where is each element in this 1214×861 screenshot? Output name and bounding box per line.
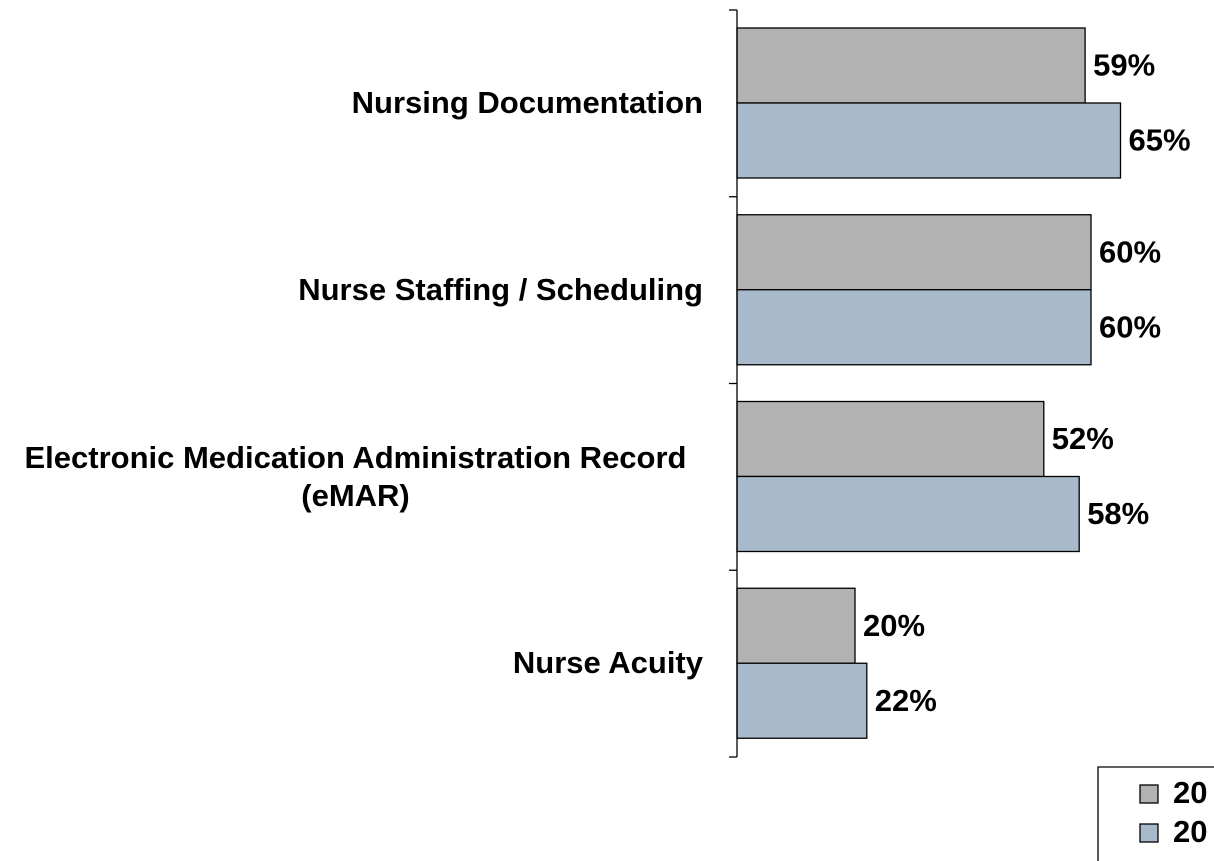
bar — [736, 400, 1045, 478]
bar — [736, 587, 856, 664]
category-label: Nurse Staffing / Scheduling — [298, 271, 703, 307]
value-label: 20% — [863, 608, 925, 643]
category-label: Nurse Acuity — [512, 645, 703, 681]
bar — [736, 662, 868, 739]
legend-swatch — [1139, 784, 1159, 804]
value-label: 65% — [1129, 123, 1191, 158]
bar — [736, 475, 1080, 553]
bar — [736, 27, 1086, 104]
value-label: 59% — [1093, 48, 1155, 83]
category-label-box: Nurse Staffing / Scheduling — [3, 197, 703, 383]
value-label: 52% — [1052, 421, 1114, 456]
value-label: 22% — [875, 683, 937, 718]
category-label-box: Nursing Documentation — [3, 10, 703, 196]
category-label: Nursing Documentation — [351, 85, 703, 120]
legend-label: 20 — [1173, 775, 1207, 810]
legend-swatch — [1139, 823, 1159, 843]
category-label: Electronic Medication Administration Rec… — [24, 439, 687, 513]
value-label: 58% — [1087, 496, 1149, 531]
legend-label: 20 — [1173, 814, 1207, 849]
bar — [736, 289, 1092, 366]
legend-box — [1097, 766, 1214, 861]
bar — [736, 102, 1122, 179]
value-label: 60% — [1099, 234, 1161, 269]
category-label-box: Electronic Medication Administration Rec… — [3, 384, 703, 570]
value-label: 60% — [1099, 309, 1161, 344]
bar — [736, 214, 1092, 291]
category-label-box: Nurse Acuity — [3, 570, 703, 756]
